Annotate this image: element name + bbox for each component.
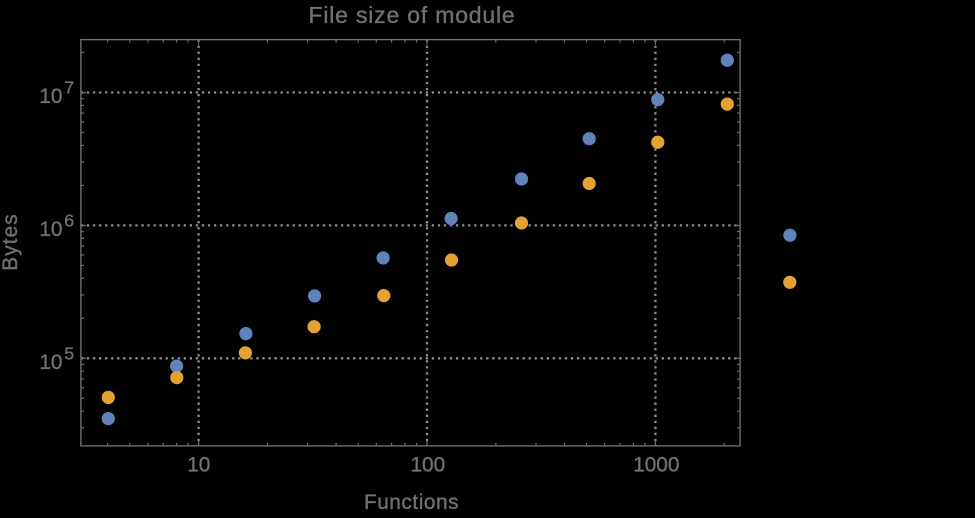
svg-text:Bytes: Bytes xyxy=(0,213,22,271)
svg-text:6: 6 xyxy=(64,211,74,231)
svg-text:10: 10 xyxy=(187,454,210,477)
svg-text:10: 10 xyxy=(39,85,62,108)
svg-text:Functions: Functions xyxy=(364,491,459,513)
svg-text:5: 5 xyxy=(64,343,74,363)
svg-text:100: 100 xyxy=(410,454,445,477)
svg-text:1000: 1000 xyxy=(633,454,679,477)
svg-text:10: 10 xyxy=(39,351,62,374)
svg-text:File size of module: File size of module xyxy=(309,2,516,28)
svg-text:10: 10 xyxy=(39,218,62,241)
svg-text:7: 7 xyxy=(64,78,74,98)
